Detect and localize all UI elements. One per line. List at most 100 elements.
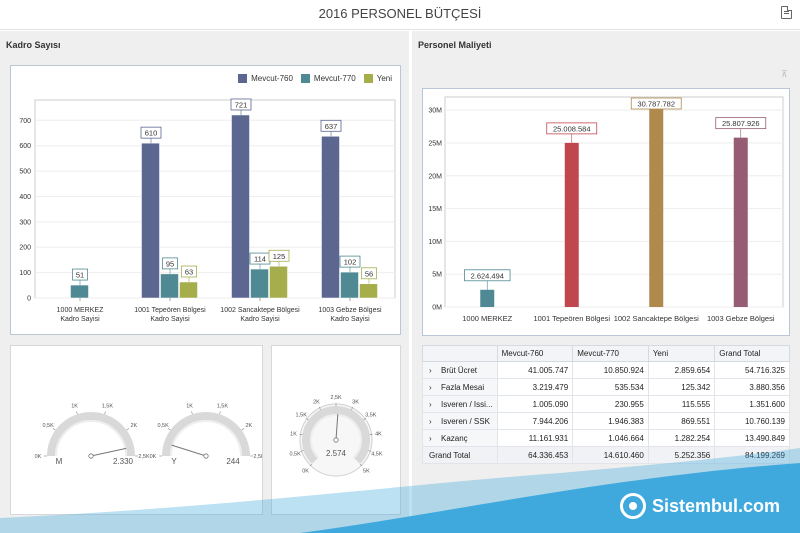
kadro-chart: 0 100 200 300 400 500 600 700 51 1000 MERKEZ Kadro… <box>19 98 396 323</box>
expand-row-icon[interactable]: › <box>429 433 432 443</box>
maliyet-pivot-table: Mevcut-760 Mevcut-770 Yeni Grand Total ›… <box>422 345 790 464</box>
table-cell: 13.490.849 <box>714 429 790 447</box>
maliyet-bar <box>733 137 748 307</box>
table-header-mevcut770[interactable]: Mevcut-770 <box>572 345 649 362</box>
maliyet-ytick: 15M <box>428 206 442 213</box>
kadro-bar <box>70 284 89 299</box>
clear-filter-icon[interactable]: ⊼ <box>781 69 788 79</box>
kadro-bar <box>250 268 269 299</box>
table-cell: 115.555 <box>647 395 716 413</box>
table-row[interactable]: › Isveren / Issi... 1.005.090 230.955 115.55… <box>422 395 790 413</box>
gauge-inner-arc <box>55 420 127 457</box>
table-row[interactable]: › Kazanç 11.161.931 1.046.664 1.282.254 13.49… <box>422 429 790 447</box>
expand-row-icon[interactable]: › <box>429 382 432 392</box>
gauge-tick-label: 4K <box>375 431 382 437</box>
gauge-tick <box>167 428 171 431</box>
table-cell: 125.342 <box>647 378 716 396</box>
kadro-chart-card: Mevcut-760 Mevcut-770 Yeni 0 100 200 300 400… <box>10 65 401 335</box>
kadro-data-label: 63 <box>185 268 193 277</box>
table-cell: 54.716.325 <box>714 361 790 379</box>
gauge-arc <box>47 412 135 457</box>
kadro-data-label: 102 <box>344 258 357 267</box>
table-cell: 1.046.664 <box>572 429 649 447</box>
kadro-label-box <box>320 119 342 132</box>
gauge-tick-label: 1K <box>71 404 78 410</box>
maliyet-ytick: 25M <box>428 140 442 147</box>
row-label-text: Brüt Ücret <box>441 365 478 375</box>
gauge-arc <box>162 412 250 457</box>
maliyet-bar <box>564 142 579 307</box>
kadro-xtick: 1002 Sancaktepe Bölgesi <box>220 307 300 314</box>
table-cell: 3.219.479 <box>496 378 574 396</box>
brand-logo-icon <box>619 493 646 519</box>
expand-row-icon[interactable]: › <box>429 416 432 426</box>
gauge-arc <box>302 406 370 465</box>
maliyet-bar <box>649 104 664 308</box>
maliyet-data-label: 25.008.584 <box>553 124 591 133</box>
gauges-card-1: 0K0,5K1K1,5K2K2,5K0K0,5K1K1,5K2K2,5KM2.3… <box>10 345 263 515</box>
row-label[interactable]: › Isveren / Issi... <box>422 395 498 413</box>
gauge-tick <box>318 406 321 410</box>
table-cell: 869.551 <box>647 412 716 430</box>
row-label[interactable]: › Isveren / SSK <box>422 412 498 430</box>
kadro-chart-legend: Mevcut-760 Mevcut-770 Yeni <box>238 74 392 83</box>
table-cell: 2.859.654 <box>647 361 716 379</box>
kadro-label-box <box>140 126 162 139</box>
gauge-m-value: 2.330 <box>113 457 134 466</box>
gauge-tick <box>368 450 372 452</box>
legend-label-yeni: Yeni <box>376 74 392 83</box>
table-row[interactable]: › Isveren / SSK 7.944.206 1.946.383 869.551 1… <box>422 412 790 430</box>
row-label[interactable]: › Fazla Mesai <box>422 378 498 396</box>
row-label-text: Isveren / Issi... <box>441 399 493 409</box>
gauge-tick-label: 1,5K <box>217 404 229 410</box>
kadro-label-box <box>339 255 361 268</box>
gauge-pivot <box>333 437 339 443</box>
table-row[interactable]: › Brüt Ücret 41.005.747 10.850.924 2.859.654… <box>422 361 790 379</box>
table-header-grand-total[interactable]: Grand Total <box>714 345 790 362</box>
gauge-needle <box>335 414 339 441</box>
gauge-m-label: M <box>56 457 63 466</box>
gauge-tick-label: 2,5K <box>138 454 150 460</box>
legend-swatch-yeni <box>363 74 373 83</box>
expand-row-icon[interactable]: › <box>429 399 432 409</box>
legend-label-mevcut770: Mevcut-770 <box>313 74 356 83</box>
maliyet-xtick: 1000 MERKEZ <box>462 314 512 323</box>
kadro-data-label: 610 <box>145 129 158 138</box>
expand-row-icon[interactable]: › <box>429 365 432 375</box>
export-icon[interactable] <box>781 6 792 19</box>
gauge-tick-label: 1,5K <box>296 413 308 419</box>
gauge-tick <box>305 418 309 421</box>
table-row[interactable]: › Fazla Mesai 3.219.479 535.534 125.342 3.880… <box>422 378 790 396</box>
legend-item-mevcut760[interactable]: Mevcut-760 <box>238 74 293 83</box>
kadro-label-box <box>181 265 197 278</box>
kadro-data-label: 56 <box>365 269 373 278</box>
gauge-tick-label: 0K <box>35 454 42 460</box>
table-header-yeni[interactable]: Yeni <box>647 345 716 362</box>
brand-watermark: Sistembul.com <box>619 493 780 519</box>
maliyet-ytick: 20M <box>428 173 442 180</box>
kadro-data-label: 637 <box>325 122 338 131</box>
row-label[interactable]: › Brüt Ücret <box>422 361 498 379</box>
total-row-label: Grand Total <box>422 446 498 464</box>
kadro-xtick: 1000 MERKEZ <box>57 307 104 314</box>
maliyet-label-box <box>630 97 682 110</box>
table-cell: 14.610.460 <box>572 446 649 464</box>
table-cell: 1.282.254 <box>647 429 716 447</box>
kadro-ytick: 100 <box>19 270 31 277</box>
gauge-tick <box>363 418 367 421</box>
gauge-tick-label: 2K <box>313 400 320 406</box>
legend-item-yeni[interactable]: Yeni <box>363 74 392 83</box>
legend-item-mevcut770[interactable]: Mevcut-770 <box>300 74 356 83</box>
gauge-tick-label: 1K <box>186 404 193 410</box>
kadro-label-box <box>268 249 290 262</box>
gauge-needle <box>90 447 127 457</box>
gauge-needle <box>171 444 207 457</box>
row-label[interactable]: › Kazanç <box>422 429 498 447</box>
table-header-mevcut760[interactable]: Mevcut-760 <box>496 345 574 362</box>
gauge-tick <box>351 406 354 410</box>
kadro-bar <box>141 142 160 299</box>
table-cell: 7.944.206 <box>496 412 574 430</box>
kadro-ytick: 0 <box>27 296 31 303</box>
table-cell: 64.336.453 <box>496 446 574 464</box>
